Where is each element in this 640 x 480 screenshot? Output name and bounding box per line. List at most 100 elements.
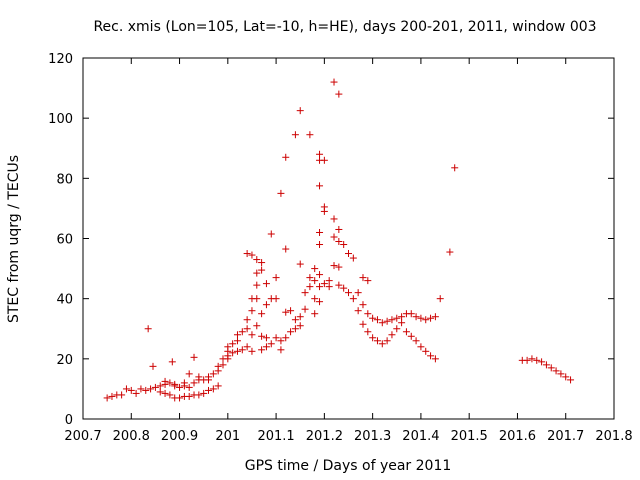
- data-point: [538, 358, 546, 366]
- data-point: [149, 362, 157, 370]
- data-point: [369, 334, 377, 342]
- y-tick-label: 60: [56, 233, 73, 248]
- data-point: [144, 325, 152, 333]
- data-point: [330, 215, 338, 223]
- data-point: [383, 337, 391, 345]
- data-point: [316, 298, 324, 306]
- data-point: [253, 322, 261, 330]
- data-point: [354, 307, 362, 315]
- data-point: [335, 281, 343, 289]
- data-point: [388, 331, 396, 339]
- data-point: [533, 356, 541, 364]
- data-point: [398, 319, 406, 327]
- data-point: [205, 386, 213, 394]
- data-point: [340, 241, 348, 249]
- data-point: [306, 131, 314, 139]
- data-point: [407, 332, 415, 340]
- data-point: [258, 346, 266, 354]
- data-point: [200, 389, 208, 397]
- data-point: [267, 230, 275, 238]
- data-point: [209, 370, 217, 378]
- data-point: [171, 380, 179, 388]
- data-point: [180, 379, 188, 387]
- data-point: [388, 316, 396, 324]
- data-point: [224, 343, 232, 351]
- data-point: [282, 245, 290, 253]
- data-point: [277, 337, 285, 345]
- data-point: [301, 305, 309, 313]
- x-tick-label: 201.1: [257, 429, 294, 444]
- data-point: [320, 156, 328, 164]
- data-point: [127, 386, 135, 394]
- data-point: [185, 370, 193, 378]
- data-point: [316, 150, 324, 158]
- data-point: [219, 361, 227, 369]
- data-point: [402, 328, 410, 336]
- data-point: [253, 269, 261, 277]
- data-point: [359, 301, 367, 309]
- data-point: [258, 310, 266, 318]
- x-tick-label: 201.4: [402, 429, 439, 444]
- data-point: [118, 391, 126, 399]
- data-point: [349, 254, 357, 262]
- data-point: [287, 307, 295, 315]
- data-point: [291, 131, 299, 139]
- data-point: [262, 343, 270, 351]
- y-tick-label: 20: [56, 353, 73, 368]
- data-point: [330, 262, 338, 270]
- data-point: [311, 265, 319, 273]
- data-point: [369, 314, 377, 322]
- data-point: [248, 347, 256, 355]
- data-point: [195, 391, 203, 399]
- data-point: [359, 274, 367, 282]
- data-point: [185, 392, 193, 400]
- data-point: [248, 251, 256, 259]
- data-point: [176, 394, 184, 402]
- data-point: [417, 343, 425, 351]
- data-point: [190, 353, 198, 361]
- data-point: [567, 376, 575, 384]
- data-point: [238, 346, 246, 354]
- data-point: [248, 307, 256, 315]
- data-point: [427, 314, 435, 322]
- y-tick-labels: 0 20 40 60 80 100 120: [48, 52, 73, 428]
- data-point: [243, 316, 251, 324]
- data-point: [258, 259, 266, 267]
- data-point: [229, 340, 237, 348]
- data-point: [427, 352, 435, 360]
- x-tick-label: 200.9: [161, 429, 198, 444]
- data-point: [156, 382, 164, 390]
- data-point: [291, 325, 299, 333]
- data-point: [557, 370, 565, 378]
- data-point: [345, 289, 352, 297]
- data-point: [552, 367, 560, 375]
- data-point: [137, 385, 145, 393]
- data-point: [364, 328, 372, 336]
- data-point: [422, 347, 430, 355]
- data-point: [373, 337, 381, 345]
- data-point: [258, 332, 266, 340]
- data-point: [142, 386, 150, 394]
- x-tick-label: 201.7: [547, 429, 584, 444]
- data-point: [562, 373, 570, 381]
- data-point: [335, 225, 343, 233]
- data-point: [233, 331, 241, 339]
- data-point: [253, 295, 261, 303]
- data-point: [523, 356, 531, 364]
- x-tick-label: 201.3: [354, 429, 391, 444]
- data-point: [166, 391, 174, 399]
- data-point: [316, 241, 324, 249]
- data-point: [542, 361, 550, 369]
- data-point: [243, 325, 251, 333]
- data-point: [528, 355, 536, 363]
- data-point: [335, 238, 343, 246]
- data-point: [248, 331, 256, 339]
- data-point: [316, 271, 324, 279]
- data-point: [364, 310, 372, 318]
- data-point: [190, 379, 198, 387]
- data-point: [287, 328, 295, 336]
- data-point: [349, 295, 357, 303]
- data-point: [229, 349, 237, 357]
- data-point: [407, 310, 415, 318]
